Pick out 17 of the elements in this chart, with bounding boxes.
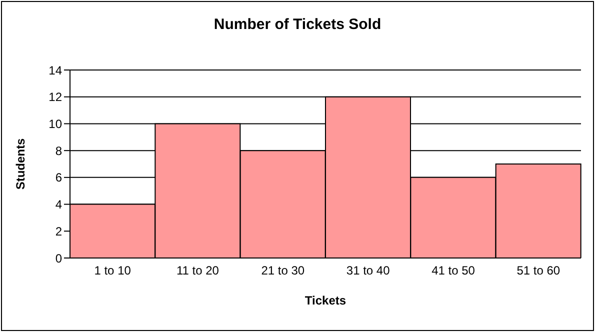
x-tick-label: 21 to 30 <box>261 264 305 278</box>
y-tick-label: 0 <box>55 251 62 266</box>
y-tick-label: 10 <box>48 116 62 131</box>
y-tick-label: 8 <box>55 144 62 158</box>
x-tick-label: 1 to 10 <box>94 264 132 278</box>
y-tick-label: 12 <box>48 90 62 104</box>
x-tick-label: 51 to 60 <box>516 264 560 278</box>
x-axis-title: Tickets <box>304 294 346 308</box>
y-tick-label: 4 <box>55 198 62 212</box>
x-tick-label: 41 to 50 <box>432 264 476 278</box>
y-axis-title: Students <box>13 138 28 190</box>
x-tick-label: 11 to 20 <box>176 264 220 278</box>
y-tick-label: 2 <box>55 224 62 238</box>
chart-title: Number of Tickets Sold <box>212 16 382 33</box>
y-tick-label: 6 <box>55 170 62 185</box>
x-tick-label: 31 to 40 <box>346 264 390 278</box>
y-tick-label: 14 <box>48 63 62 78</box>
